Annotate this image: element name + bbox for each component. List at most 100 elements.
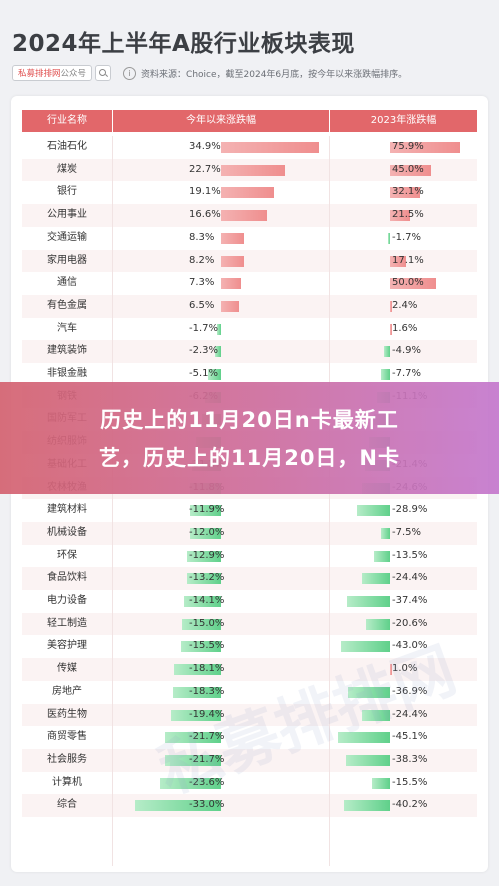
- ytd-bar: [221, 142, 319, 153]
- ytd-bar: [221, 300, 240, 312]
- industry-name: 机械设备: [47, 526, 87, 538]
- industry-name: 商贸零售: [47, 731, 87, 743]
- ytd-bar: [221, 255, 244, 267]
- ytd-bar: [173, 664, 221, 676]
- table-row: 电力设备 -14.1% -37.4%: [22, 590, 477, 613]
- y2023-value: 21.5%: [392, 209, 424, 221]
- y2023-value: -4.9%: [392, 345, 422, 357]
- ytd-value: -14.1%: [189, 595, 225, 606]
- ytd-value: 16.6%: [189, 209, 221, 221]
- table-row: 银行 19.1% 32.1%: [22, 181, 477, 204]
- y2023-value: -43.0%: [392, 640, 428, 652]
- industry-name: 有色金属: [47, 299, 87, 311]
- industry-name: 非银金融: [47, 368, 87, 379]
- y2023-bar: [374, 550, 390, 562]
- y2023-value: 1.0%: [392, 663, 418, 675]
- ytd-value: -2.3%: [189, 345, 219, 357]
- ytd-value: -18.3%: [189, 685, 225, 697]
- ytd-bar: [182, 618, 221, 630]
- ytd-value: -13.2%: [189, 572, 225, 584]
- y2023-value: -28.9%: [392, 504, 428, 516]
- ytd-bar: [189, 527, 221, 539]
- ytd-bar: [159, 777, 221, 789]
- y2023-value: -20.6%: [392, 617, 428, 629]
- industry-name: 综合: [57, 799, 77, 811]
- ytd-value: -5.1%: [189, 368, 219, 379]
- table-row: 建筑装饰 -2.3% -4.9%: [22, 340, 477, 363]
- ytd-value: -1.7%: [189, 322, 219, 334]
- brand-name: 私募排排网: [18, 69, 61, 79]
- table-row: 食品饮料 -13.2% -24.4%: [22, 567, 477, 590]
- col-header-2023: 2023年涨跌幅: [330, 110, 477, 132]
- y2023-value: 1.6%: [392, 322, 418, 334]
- table-row: 医药生物 -19.4% -24.4%: [22, 703, 477, 727]
- ytd-bar: [221, 164, 285, 176]
- y2023-bar: [390, 278, 436, 290]
- search-icon[interactable]: [95, 65, 112, 81]
- industry-name: 家用电器: [47, 254, 87, 266]
- y2023-value: -36.9%: [392, 685, 428, 697]
- industry-name: 通信: [57, 277, 77, 289]
- y2023-value: -1.7%: [392, 231, 422, 243]
- table-row: 商贸零售 -21.7% -45.1%: [22, 726, 477, 749]
- brand-badge[interactable]: 私募排排网公众号: [12, 65, 93, 81]
- ytd-bar: [180, 641, 221, 653]
- ytd-bar: [164, 754, 221, 766]
- y2023-bar: [390, 300, 393, 312]
- industry-name: 食品饮料: [47, 572, 87, 584]
- y2023-value: 17.1%: [392, 254, 424, 266]
- industry-name: 公用事业: [47, 209, 87, 221]
- y2023-value: -24.4%: [392, 572, 428, 584]
- industry-name: 煤炭: [57, 163, 77, 175]
- table-row: 房地产 -18.3% -36.9%: [22, 681, 477, 704]
- table-row: 美容护理 -15.5% -43.0%: [22, 635, 477, 658]
- table-row: 有色金属 6.5% 2.4%: [22, 294, 477, 318]
- table-row: 石油石化 34.9% 75.9%: [22, 136, 477, 159]
- ytd-value: 7.3%: [189, 277, 215, 289]
- industry-name: 房地产: [52, 685, 82, 697]
- ytd-bar: [135, 800, 221, 812]
- y2023-bar: [361, 573, 390, 585]
- ytd-value: -15.5%: [189, 640, 225, 652]
- y2023-value: 50.0%: [392, 277, 424, 289]
- table-row: 通信 7.3% 50.0%: [22, 272, 477, 295]
- ytd-value: 22.7%: [189, 163, 221, 175]
- ytd-value: -15.0%: [189, 617, 225, 629]
- y2023-value: -40.2%: [392, 799, 428, 811]
- y2023-value: 32.1%: [392, 186, 424, 198]
- ytd-value: -33.0%: [189, 799, 225, 811]
- industry-name: 建筑装饰: [47, 345, 87, 357]
- table-row: 轻工制造 -15.0% -20.6%: [22, 612, 477, 636]
- ytd-bar: [215, 346, 221, 358]
- y2023-bar: [381, 527, 390, 539]
- brand-suffix: 公众号: [60, 69, 87, 79]
- ytd-value: -21.7%: [189, 753, 225, 765]
- table-header: 行业名称 今年以来涨跌幅 2023年涨跌幅: [22, 110, 477, 132]
- y2023-value: -45.1%: [392, 731, 428, 743]
- industry-name: 社会服务: [47, 753, 87, 765]
- industry-name: 建筑材料: [47, 504, 87, 516]
- table-row: 机械设备 -12.0% -7.5%: [22, 521, 477, 545]
- headline-line-2: 艺，历史上的11月20日，N卡: [98, 446, 401, 470]
- y2023-value: -24.4%: [392, 708, 428, 720]
- industry-name: 医药生物: [47, 708, 87, 720]
- ytd-bar: [184, 596, 221, 607]
- industry-name: 交通运输: [47, 231, 87, 243]
- y2023-bar: [390, 210, 410, 222]
- ytd-value: 34.9%: [189, 141, 221, 152]
- ytd-bar: [173, 686, 221, 698]
- ytd-bar: [221, 278, 242, 290]
- source-note: 资料来源：Choice，截至2024年6月底，按今年以来涨跌幅排序。: [141, 69, 408, 80]
- ytd-bar: [216, 323, 221, 335]
- table-row: 公用事业 16.6% 21.5%: [22, 204, 477, 227]
- ytd-value: -21.7%: [189, 731, 225, 743]
- y2023-bar: [343, 800, 390, 812]
- y2023-bar: [381, 369, 390, 380]
- ytd-bar: [221, 210, 268, 222]
- industry-name: 银行: [57, 186, 77, 198]
- y2023-bar: [340, 641, 390, 653]
- ytd-value: 6.5%: [189, 299, 215, 311]
- table-row: 非银金融 -5.1% -7.7%: [22, 363, 477, 386]
- table-row: 环保 -12.9% -13.5%: [22, 545, 477, 568]
